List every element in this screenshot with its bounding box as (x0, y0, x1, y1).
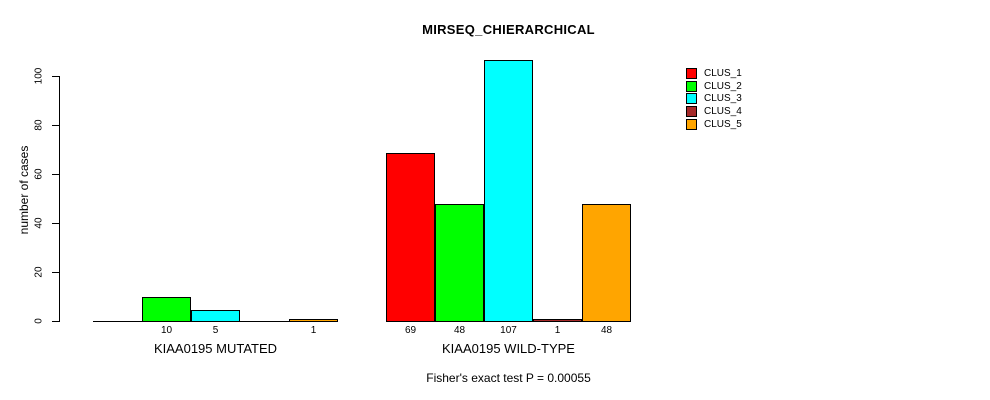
legend-item: CLUS_1 (686, 67, 742, 80)
y-axis-tick (52, 272, 59, 273)
bar-value-label: 107 (500, 325, 517, 336)
bar-clus_2 (142, 297, 191, 322)
bar-clus_2 (435, 204, 484, 322)
legend-label: CLUS_4 (704, 105, 742, 117)
bar-clus_4 (533, 319, 582, 322)
y-axis-line (59, 76, 60, 322)
legend-item: CLUS_5 (686, 118, 742, 131)
bar-value-label: 1 (310, 325, 317, 336)
x-axis-group-label: KIAA0195 MUTATED (153, 341, 278, 356)
legend-item: CLUS_3 (686, 92, 742, 105)
legend-swatch-clus_3 (686, 93, 697, 105)
bar-clus_3 (484, 60, 533, 322)
legend-swatch-clus_2 (686, 80, 697, 92)
bar-clus_5 (289, 319, 338, 322)
y-axis-tick-label: 40 (33, 217, 45, 229)
y-axis-tick-label: 100 (33, 67, 45, 85)
legend-label: CLUS_3 (704, 93, 742, 105)
chart-title: MIRSEQ_CHIERARCHICAL (422, 22, 595, 37)
bar-value-label: 48 (453, 325, 466, 336)
y-axis-tick-label: 80 (33, 119, 45, 131)
y-axis-tick-label: 0 (33, 318, 45, 324)
bar-clus_5 (582, 204, 631, 322)
y-axis-title: number of cases (17, 145, 31, 235)
bar-value-label: 5 (212, 325, 219, 336)
legend-swatch-clus_1 (686, 67, 697, 79)
y-axis-tick-label: 20 (33, 266, 45, 278)
bar-clus_3 (191, 310, 240, 322)
legend: CLUS_1 CLUS_2 CLUS_3 CLUS_4 CLUS_5 (686, 67, 742, 130)
y-axis-tick (52, 223, 59, 224)
bar-value-label: 48 (600, 325, 613, 336)
legend-label: CLUS_5 (704, 118, 742, 130)
legend-label: CLUS_2 (704, 80, 742, 92)
legend-swatch-clus_5 (686, 118, 697, 130)
bar-value-label: 69 (404, 325, 417, 336)
y-axis-tick (52, 174, 59, 175)
legend-swatch-clus_4 (686, 105, 697, 117)
bar-clus_1 (386, 153, 435, 322)
x-axis-group-label: KIAA0195 WILD-TYPE (442, 341, 575, 356)
bar-value-label: 1 (554, 325, 561, 336)
y-axis-tick (52, 76, 59, 77)
legend-label: CLUS_1 (704, 67, 742, 79)
legend-item: CLUS_2 (686, 80, 742, 93)
y-axis-tick-label: 60 (33, 168, 45, 180)
legend-item: CLUS_4 (686, 105, 742, 118)
bar-value-label: 10 (160, 325, 173, 336)
y-axis-tick (52, 125, 59, 126)
y-axis-tick (52, 321, 59, 322)
fisher-test-annotation: Fisher's exact test P = 0.00055 (426, 371, 591, 385)
